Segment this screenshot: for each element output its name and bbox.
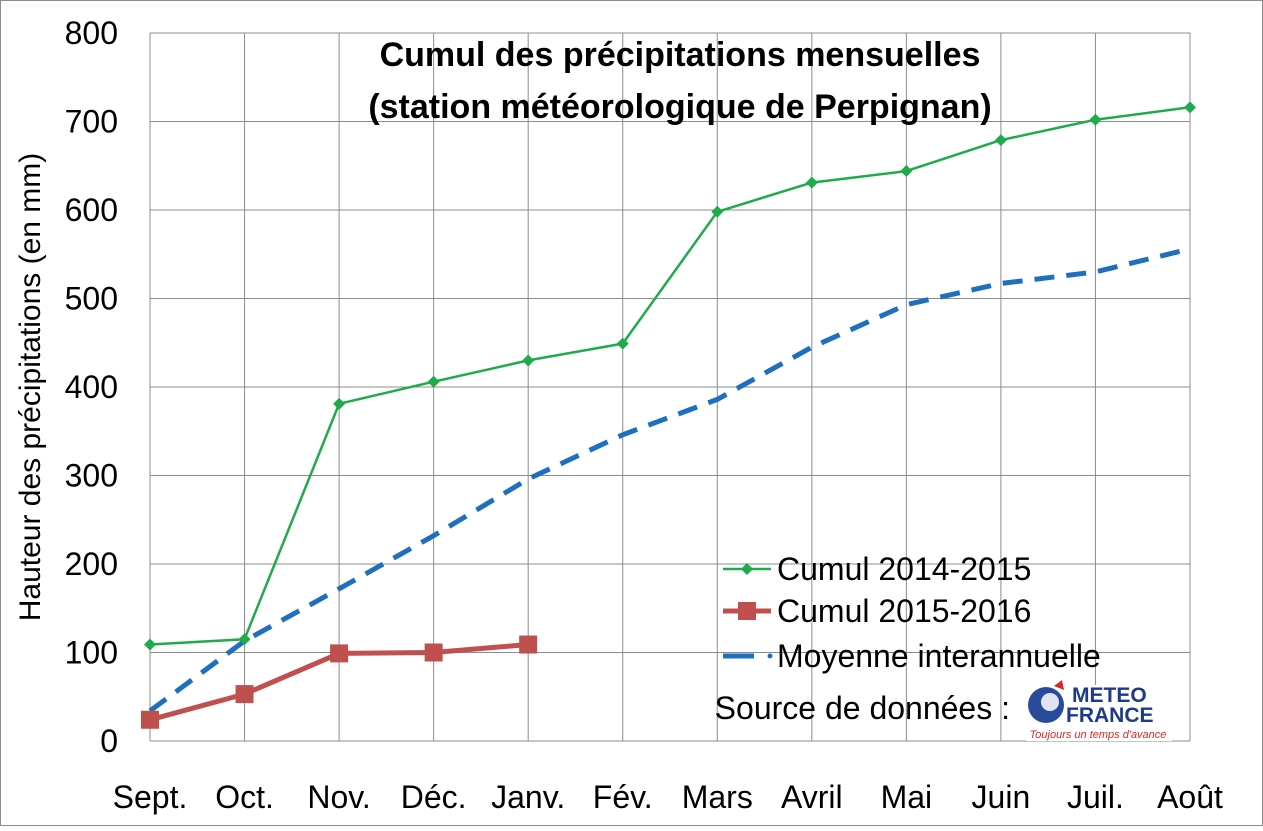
legend-item-1: Cumul 2015-2016 (723, 593, 1031, 629)
series-0-point-6 (711, 205, 724, 218)
meteo-france-logo: METEO FRANCE Toujours un temps d'avance (1026, 680, 1172, 741)
series-1-point-1 (235, 685, 254, 704)
series-0-point-3 (427, 375, 440, 388)
series-0-point-8 (900, 165, 913, 178)
x-tick-label-10: Juil. (1067, 779, 1124, 815)
logo-tagline: Toujours un temps d'avance (1030, 729, 1167, 741)
logo-globe-highlight-icon (1041, 693, 1059, 711)
y-tick-label-4: 400 (65, 369, 118, 405)
series-0-point-1 (238, 633, 251, 646)
logo-red-arrow-icon (1054, 680, 1064, 690)
logo-line-2: FRANCE (1066, 704, 1154, 727)
legend-label-0: Cumul 2014-2015 (777, 551, 1031, 587)
legend: Cumul 2014-2015 Cumul 2015-2016 Moyenne in… (723, 551, 1101, 674)
chart-title-line-1: Cumul des précipitations mensuelles (380, 36, 981, 74)
y-tick-label-5: 500 (65, 281, 118, 317)
y-tick-label-7: 700 (65, 104, 118, 140)
legend-swatch-dot-2 (767, 653, 773, 659)
x-tick-label-8: Mai (881, 779, 933, 815)
series-1-point-3 (424, 643, 443, 662)
x-tick-labels: Sept. Oct. Nov. Déc. Janv. Fév. Mars Avril Mai Ju… (113, 779, 1223, 815)
legend-item-2: Moyenne interannuelle (723, 638, 1101, 674)
x-tick-label-7: Avril (781, 779, 843, 815)
y-tick-label-8: 800 (65, 15, 118, 51)
y-tick-labels: 0 100 200 300 400 500 600 700 800 (65, 15, 118, 759)
x-tick-label-1: Oct. (215, 779, 274, 815)
series-1-point-4 (519, 635, 538, 654)
legend-label-1: Cumul 2015-2016 (777, 593, 1031, 629)
series-0-point-9 (994, 134, 1007, 147)
x-tick-label-11: Août (1157, 779, 1223, 815)
legend-item-0: Cumul 2014-2015 (723, 551, 1031, 587)
y-tick-label-6: 600 (65, 192, 118, 228)
x-tick-label-2: Nov. (307, 779, 370, 815)
x-tick-label-9: Juin (972, 779, 1031, 815)
series-1-point-2 (330, 644, 349, 663)
series-0-point-2 (333, 397, 346, 410)
series-0-point-10 (1089, 113, 1102, 126)
legend-label-2: Moyenne interannuelle (777, 638, 1101, 674)
legend-marker-0 (741, 563, 753, 575)
x-tick-label-6: Mars (682, 779, 753, 815)
y-tick-label-0: 0 (100, 723, 118, 759)
x-tick-label-3: Déc. (401, 779, 467, 815)
x-tick-label-5: Fév. (593, 779, 653, 815)
y-tick-label-3: 300 (65, 458, 118, 494)
x-tick-label-0: Sept. (113, 779, 188, 815)
logo-line-1: METEO (1072, 684, 1147, 707)
series-0-point-7 (805, 176, 818, 189)
grid (149, 32, 1191, 742)
legend-marker-1 (738, 602, 756, 620)
series-1-point-0 (141, 710, 159, 729)
series-0-point-5 (616, 337, 629, 350)
x-tick-label-4: Janv. (491, 779, 565, 815)
chart-title-line-2: (station météorologique de Perpignan) (368, 88, 991, 126)
y-tick-label-1: 100 (65, 635, 118, 671)
series-0-point-11 (1184, 101, 1196, 114)
series-line-2 (148, 246, 1191, 713)
y-tick-label-2: 200 (65, 546, 118, 582)
series-0-point-4 (522, 354, 535, 367)
source-label: Source de données : (715, 690, 1010, 726)
source-block: Source de données : METEO FRANCE Toujour… (715, 680, 1172, 741)
series-layer (141, 101, 1196, 729)
series-line-0 (149, 106, 1191, 646)
y-axis-label: Hauteur des précipitations (en mm) (14, 153, 47, 622)
series-0-point-0 (144, 638, 156, 651)
